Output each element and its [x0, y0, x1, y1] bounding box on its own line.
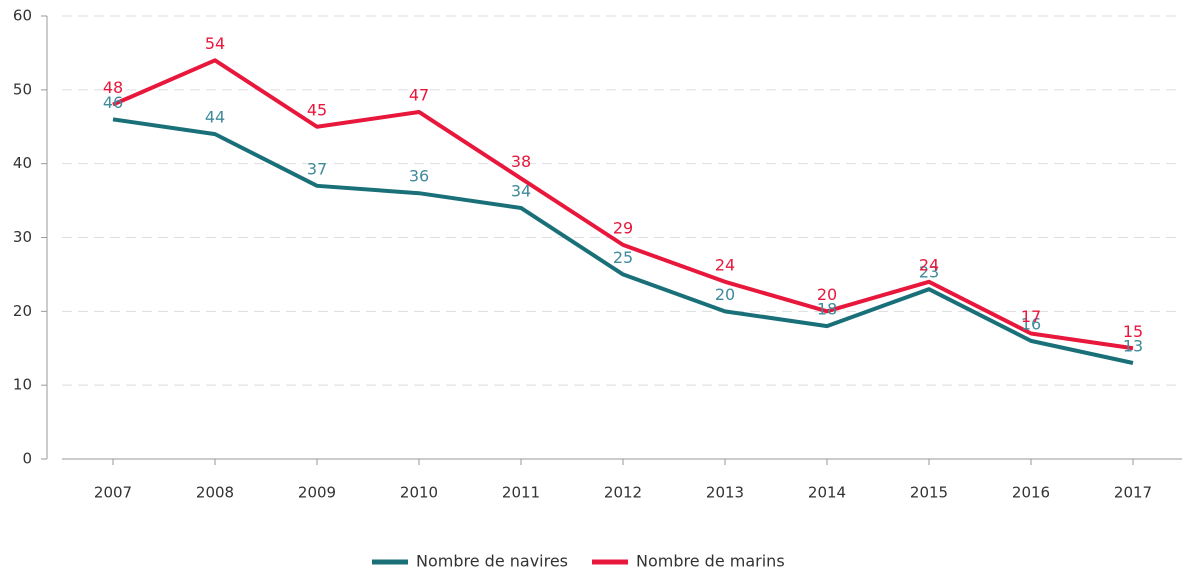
data-label: 25	[613, 248, 633, 267]
data-label: 20	[817, 285, 837, 304]
x-tick-label: 2011	[502, 484, 540, 502]
data-label: 17	[1021, 307, 1041, 326]
data-label: 38	[511, 152, 531, 171]
data-label: 54	[205, 34, 225, 53]
data-label: 16	[1021, 314, 1041, 333]
data-label: 47	[409, 85, 429, 104]
data-label: 34	[511, 181, 531, 200]
data-label: 24	[715, 255, 735, 274]
legend-label: Nombre de navires	[416, 552, 568, 571]
data-label: 44	[205, 108, 225, 127]
series-line	[112, 117, 1134, 365]
data-label: 13	[1123, 337, 1143, 356]
legend-label: Nombre de marins	[636, 552, 785, 571]
data-label: 24	[919, 255, 939, 274]
data-label: 20	[715, 285, 735, 304]
x-tick-label: 2014	[808, 484, 846, 502]
series-line	[112, 58, 1134, 351]
y-tick-label: 10	[13, 376, 32, 394]
y-tick-label: 30	[13, 228, 32, 246]
data-label: 37	[307, 159, 327, 178]
y-tick-label: 60	[13, 7, 32, 25]
x-tick-label: 2007	[94, 484, 132, 502]
x-tick-label: 2008	[196, 484, 234, 502]
data-label: 46	[103, 93, 123, 112]
x-tick-label: 2017	[1114, 484, 1152, 502]
data-label: 45	[307, 100, 327, 119]
data-label: 48	[103, 78, 123, 97]
y-tick-label: 0	[22, 450, 32, 468]
x-tick-label: 2009	[298, 484, 336, 502]
data-label: 23	[919, 263, 939, 282]
x-tick-label: 2013	[706, 484, 744, 502]
x-tick-label: 2015	[910, 484, 948, 502]
y-tick-label: 20	[13, 302, 32, 320]
data-label: 18	[817, 300, 837, 319]
y-tick-label: 50	[13, 80, 32, 98]
data-label: 29	[613, 218, 633, 237]
x-tick-label: 2016	[1012, 484, 1050, 502]
x-tick-label: 2012	[604, 484, 642, 502]
data-label: 15	[1123, 322, 1143, 341]
data-label: 36	[409, 167, 429, 186]
x-tick-label: 2010	[400, 484, 438, 502]
y-tick-label: 40	[13, 154, 32, 172]
